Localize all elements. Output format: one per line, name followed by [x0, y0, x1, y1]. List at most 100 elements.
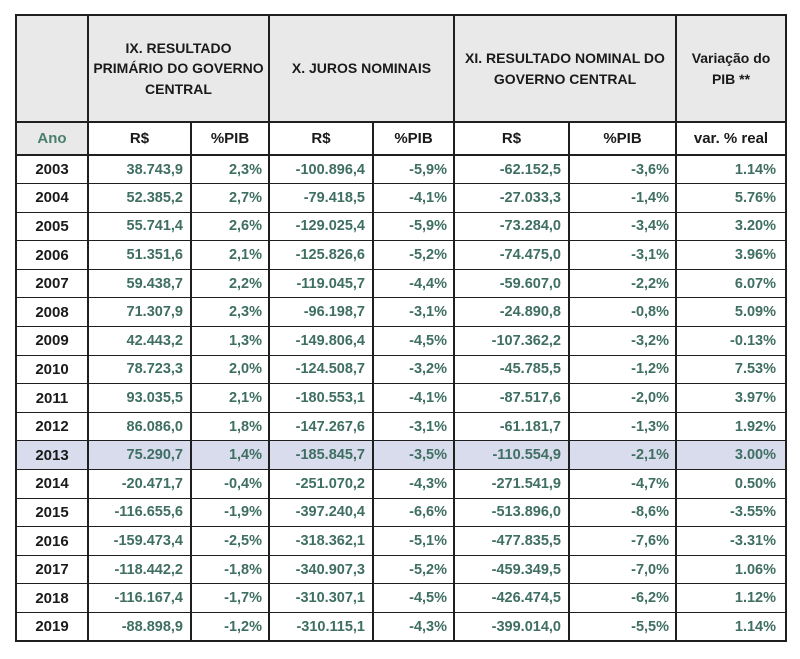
nominal-result-brl-cell: -426.474,5: [453, 583, 570, 613]
primary-result-brl-cell: 75.290,7: [87, 440, 192, 471]
primary-result-pib-cell: 2,7%: [190, 183, 270, 213]
nominal-interest-pib-cell: -4,5%: [372, 583, 455, 613]
table-row: 2019 -88.898,9 -1,2% -310.115,1 -4,3% -399.01…: [15, 612, 787, 642]
table-row: 2008 71.307,9 2,3% -96.198,7 -3,1% -24.890,8-…: [15, 297, 787, 328]
primary-result-pib-cell: -0,4%: [190, 469, 270, 499]
year-column-header: Ano: [15, 121, 89, 156]
nominal-result-brl-cell: -107.362,2: [453, 326, 570, 356]
nominal-interest-brl-cell: -149.806,4: [268, 326, 374, 356]
column-group-header-row: IX. RESULTADO PRIMÁRIO DO GOVERNO CENTRA…: [15, 14, 787, 123]
table-row: 2009 42.443,2 1,3% -149.806,4 -4,5% -107.362,…: [15, 326, 787, 356]
nominal-result-brl-cell: -399.014,0: [453, 612, 570, 642]
nominal-interest-brl-cell: -119.045,7: [268, 268, 374, 299]
nominal-interest-brl-cell: -310.307,1: [268, 583, 374, 613]
nominal-interest-brl-cell: -185.845,7: [268, 440, 374, 471]
fiscal-results-table-container: IX. RESULTADO PRIMÁRIO DO GOVERNO CENTRA…: [15, 14, 787, 643]
year-cell: 2014: [15, 469, 89, 499]
table-row: 2003 38.743,9 2,3% -100.896,4 -5,9% -62.152,5…: [15, 154, 787, 185]
year-cell: 2017: [15, 554, 89, 585]
nominal-interest-pib-cell: -3,2%: [372, 354, 455, 385]
year-cell: 2011: [15, 383, 89, 413]
primary-result-pib-cell: -1,8%: [190, 554, 270, 585]
nominal-result-pib-cell: -6,2%: [568, 583, 677, 613]
nominal-result-pib-cell: -3,1%: [568, 240, 677, 270]
nominal-interest-pib-cell: -4,4%: [372, 268, 455, 299]
nominal-result-pib-header: %PIB: [568, 121, 677, 156]
nominal-result-brl-cell: -24.890,8: [453, 297, 570, 328]
nominal-interest-brl-cell: -310.115,1: [268, 612, 374, 642]
year-cell: 2018: [15, 583, 89, 613]
nominal-result-pib-cell: -2,0%: [568, 383, 677, 413]
gdp-variation-cell: -3.31%: [675, 526, 787, 556]
gdp-variation-cell: 5.76%: [675, 183, 787, 213]
nominal-result-brl-cell: -513.896,0: [453, 497, 570, 528]
gdp-variation-cell: 1.14%: [675, 154, 787, 185]
nominal-result-pib-cell: -2,1%: [568, 440, 677, 471]
nominal-result-pib-cell: -8,6%: [568, 497, 677, 528]
nominal-interest-pib-cell: -4,3%: [372, 612, 455, 642]
year-cell: 2005: [15, 211, 89, 242]
nominal-interest-brl-cell: -124.508,7: [268, 354, 374, 385]
year-cell: 2013: [15, 440, 89, 471]
nominal-interest-brl-cell: -125.826,6: [268, 240, 374, 270]
primary-result-brl-cell: 71.307,9: [87, 297, 192, 328]
year-cell: 2003: [15, 154, 89, 185]
primary-result-brl-cell: -116.655,6: [87, 497, 192, 528]
column-sub-header-row: Ano R$ %PIB R$ %PIB R$ %PIB var. % real: [15, 121, 787, 156]
nominal-result-pib-cell: -2,2%: [568, 268, 677, 299]
primary-result-brl-cell: 86.086,0: [87, 411, 192, 442]
table-row: 2013 75.290,7 1,4% -185.845,7 -3,5% -110.554,…: [15, 440, 787, 471]
nominal-interest-brl-header: R$: [268, 121, 374, 156]
primary-result-pib-cell: -1,9%: [190, 497, 270, 528]
gdp-variation-cell: 6.07%: [675, 268, 787, 299]
year-cell: 2015: [15, 497, 89, 528]
table-row: 2007 59.438,7 2,2% -119.045,7 -4,4% -59.607,0…: [15, 268, 787, 299]
nominal-result-brl-cell: -45.785,5: [453, 354, 570, 385]
nominal-interest-brl-cell: -100.896,4: [268, 154, 374, 185]
year-cell: 2008: [15, 297, 89, 328]
table-row: 2011 93.035,5 2,1% -180.553,1 -4,1% -87.517,6…: [15, 383, 787, 413]
nominal-result-brl-cell: -27.033,3: [453, 183, 570, 213]
nominal-result-pib-cell: -7,6%: [568, 526, 677, 556]
nominal-result-group-header: XI. RESULTADO NOMINAL DO GOVERNO CENTRAL: [453, 14, 677, 123]
nominal-interest-pib-cell: -5,1%: [372, 526, 455, 556]
primary-result-pib-cell: 1,3%: [190, 326, 270, 356]
primary-result-pib-cell: 1,8%: [190, 411, 270, 442]
nominal-result-pib-cell: -1,3%: [568, 411, 677, 442]
table-body: 2003 38.743,9 2,3% -100.896,4 -5,9% -62.152,5…: [15, 154, 787, 642]
nominal-result-pib-cell: -7,0%: [568, 554, 677, 585]
nominal-result-brl-cell: -110.554,9: [453, 440, 570, 471]
primary-result-brl-cell: 93.035,5: [87, 383, 192, 413]
primary-result-group-header: IX. RESULTADO PRIMÁRIO DO GOVERNO CENTRA…: [87, 14, 270, 123]
nominal-interest-pib-cell: -5,9%: [372, 211, 455, 242]
primary-result-pib-cell: 2,3%: [190, 154, 270, 185]
primary-result-pib-header: %PIB: [190, 121, 270, 156]
gdp-variation-cell: 3.20%: [675, 211, 787, 242]
primary-result-pib-cell: 1,4%: [190, 440, 270, 471]
nominal-result-brl-cell: -61.181,7: [453, 411, 570, 442]
nominal-interest-pib-cell: -5,2%: [372, 240, 455, 270]
year-cell: 2004: [15, 183, 89, 213]
nominal-result-pib-cell: -4,7%: [568, 469, 677, 499]
primary-result-brl-cell: 78.723,3: [87, 354, 192, 385]
primary-result-pib-cell: 2,1%: [190, 383, 270, 413]
primary-result-brl-cell: 59.438,7: [87, 268, 192, 299]
gdp-variation-group-header: Variação do PIB **: [675, 14, 787, 123]
nominal-interest-brl-cell: -79.418,5: [268, 183, 374, 213]
gdp-variation-cell: 1.14%: [675, 612, 787, 642]
nominal-result-brl-cell: -73.284,0: [453, 211, 570, 242]
table-row: 2012 86.086,0 1,8% -147.267,6 -3,1% -61.181,7…: [15, 411, 787, 442]
nominal-interest-brl-cell: -129.025,4: [268, 211, 374, 242]
nominal-result-pib-cell: -1,2%: [568, 354, 677, 385]
gdp-variation-cell: 0.50%: [675, 469, 787, 499]
year-cell: 2009: [15, 326, 89, 356]
nominal-interest-brl-cell: -251.070,2: [268, 469, 374, 499]
primary-result-pib-cell: 2,0%: [190, 354, 270, 385]
primary-result-brl-cell: 38.743,9: [87, 154, 192, 185]
nominal-interest-pib-cell: -3,1%: [372, 411, 455, 442]
table-row: 2004 52.385,2 2,7% -79.418,5 -4,1% -27.033,3-…: [15, 183, 787, 213]
primary-result-brl-cell: -118.442,2: [87, 554, 192, 585]
nominal-interest-pib-cell: -4,1%: [372, 383, 455, 413]
gdp-variation-cell: 1.12%: [675, 583, 787, 613]
gdp-variation-cell: -0.13%: [675, 326, 787, 356]
